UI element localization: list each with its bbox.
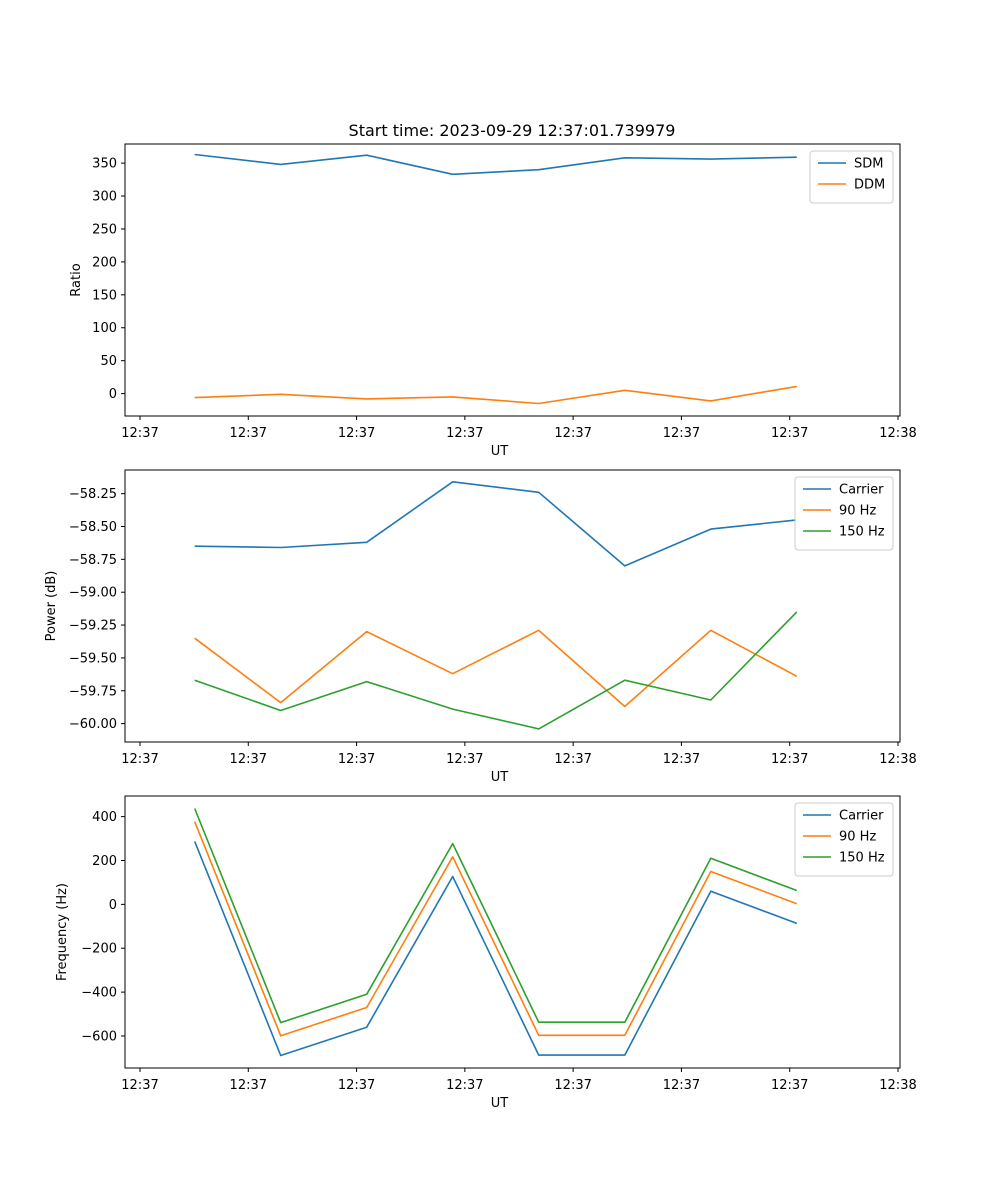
legend-entry-label: SDM [854,157,883,172]
series-group [193,808,798,1057]
chart-panel-3: 12:37 12:37 12:37 12:37 12:37 12:37 12:37 12:38… [55,795,917,1111]
y-tick-label: −58.25 [69,487,117,502]
y-tick-label: −400 [81,986,117,1001]
series-line-150-hz [194,611,798,730]
legend-entry-label: 150 Hz [839,525,885,540]
axes-frame [124,469,901,743]
y-axis-label: Frequency (Hz) [55,883,70,981]
y-tick-label: −59.50 [69,651,117,666]
y-tick-label: −59.25 [69,619,117,634]
axes-frame [124,143,901,417]
y-tick-label: 50 [100,354,117,369]
legend-entry-label: 150 Hz [839,851,885,866]
legend-entry-label: DDM [854,178,885,193]
x-tick-label: 12:37 [121,426,158,441]
chart-panel-2: 12:37 12:37 12:37 12:37 12:37 12:37 12:37 12:38… [44,469,917,785]
axes-frame [124,795,901,1069]
figure-title: Start time: 2023-09-29 12:37:01.739979 [349,121,676,140]
plot-area [125,796,900,1068]
x-tick-label: 12:37 [121,1078,158,1093]
x-tick-label: 12:38 [879,426,916,441]
series-line-90-hz [193,821,798,1037]
x-tick-label: 12:37 [121,752,158,767]
x-tick-label: 12:37 [663,426,700,441]
y-tick-label: −59.75 [69,684,117,699]
y-tick-label: 250 [92,222,117,237]
x-tick-label: 12:37 [338,752,375,767]
charts-container: 12:37 12:37 12:37 12:37 12:37 12:37 12:37 12:38… [44,143,917,1111]
x-tick-label: 12:37 [338,1078,375,1093]
y-tick-label: 200 [92,255,117,270]
x-tick-label: 12:37 [554,1078,591,1093]
series-line-150-hz [193,808,798,1024]
x-tick-label: 12:37 [663,752,700,767]
y-tick-label: 0 [109,898,117,913]
y-tick-label: −60.00 [69,717,117,732]
x-tick-label: 12:37 [446,752,483,767]
x-tick-label: 12:37 [446,426,483,441]
x-axis-label: UT [491,770,509,785]
legend-entry-label: Carrier [839,809,884,824]
legend-entry-label: 90 Hz [839,830,876,845]
x-tick-label: 12:37 [446,1078,483,1093]
x-axis-label: UT [491,444,509,459]
y-axis-label: Ratio [69,263,84,296]
x-axis-label: UT [491,1096,509,1111]
legend-entry-label: 90 Hz [839,504,876,519]
series-line-sdm [194,153,797,176]
y-tick-label: 400 [92,810,117,825]
y-tick-label: 150 [92,288,117,303]
legend-entry-label: Carrier [839,483,884,498]
y-tick-label: −58.75 [69,553,117,568]
series-group [194,480,798,730]
x-tick-label: 12:37 [554,426,591,441]
x-tick-label: 12:38 [879,752,916,767]
x-tick-label: 12:37 [338,426,375,441]
y-tick-label: 200 [92,854,117,869]
x-tick-label: 12:37 [663,1078,700,1093]
legend-box [809,150,894,204]
series-line-carrier [193,841,798,1057]
y-tick-label: −59.00 [69,586,117,601]
x-tick-label: 12:37 [230,752,267,767]
series-group [194,153,797,405]
y-tick-label: 0 [109,387,117,402]
plot-area [125,470,900,742]
x-tick-label: 12:38 [879,1078,916,1093]
legend: SDM DDM [809,150,894,204]
x-tick-label: 12:37 [230,426,267,441]
x-tick-label: 12:37 [554,752,591,767]
y-tick-label: −58.50 [69,520,117,535]
y-tick-label: −200 [81,942,117,957]
y-tick-label: 100 [92,321,117,336]
x-tick-label: 12:37 [771,1078,808,1093]
x-tick-label: 12:37 [230,1078,267,1093]
plot-area [125,144,900,416]
legend: Carrier 90 Hz 150 Hz [794,802,894,877]
y-axis-label: Power (dB) [44,571,59,642]
series-line-ddm [194,385,797,405]
x-tick-label: 12:37 [771,426,808,441]
series-line-90-hz [194,629,798,708]
series-line-carrier [194,480,797,567]
legend: Carrier 90 Hz 150 Hz [794,476,894,551]
y-tick-label: 350 [92,157,117,172]
chart-panel-1: 12:37 12:37 12:37 12:37 12:37 12:37 12:37 12:38… [69,143,917,459]
y-tick-label: 300 [92,190,117,205]
y-tick-label: −600 [81,1029,117,1044]
x-tick-label: 12:37 [771,752,808,767]
